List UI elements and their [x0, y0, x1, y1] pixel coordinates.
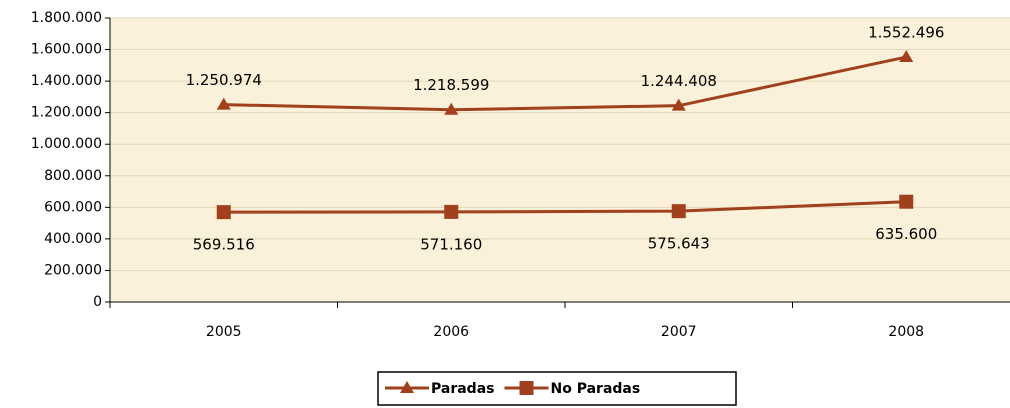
y-tick-label: 800.000 [44, 168, 102, 184]
y-tick-label: 0 [93, 294, 102, 310]
data-point [671, 204, 686, 219]
y-tick-label: 1.800.000 [31, 10, 102, 26]
y-tick-label: 400.000 [44, 231, 102, 247]
data-label: 571.160 [420, 235, 482, 253]
data-point [899, 50, 914, 63]
x-tick-label: 2005 [206, 324, 242, 340]
data-label: 1.244.408 [641, 72, 717, 90]
data-label: 1.552.496 [868, 24, 944, 42]
legend-marker [519, 381, 534, 395]
series-line [223, 200, 907, 214]
data-label: 569.516 [193, 236, 255, 254]
data-point [216, 205, 231, 220]
data-label: 1.250.974 [186, 71, 262, 89]
plot-area [110, 18, 1010, 302]
x-tick-label: 2006 [433, 324, 469, 340]
legend-label: Paradas [431, 381, 495, 397]
y-tick-label: 600.000 [44, 199, 102, 215]
series-line [223, 55, 907, 112]
legend-label: No Paradas [551, 381, 641, 397]
data-label: 1.218.599 [413, 76, 489, 94]
data-point [671, 98, 686, 111]
data-point [444, 204, 459, 219]
y-tick-label: 200.000 [44, 262, 102, 278]
y-tick-label: 1.200.000 [31, 105, 102, 121]
data-label: 635.600 [875, 225, 937, 243]
legend-marker [400, 381, 414, 393]
data-point [899, 194, 914, 209]
y-tick-label: 1.000.000 [31, 136, 102, 152]
y-tick-label: 1.400.000 [31, 73, 102, 89]
data-label: 575.643 [648, 235, 710, 253]
x-tick-label: 2007 [661, 324, 697, 340]
data-point [216, 97, 231, 110]
x-tick-label: 2008 [888, 324, 924, 340]
legend-box [377, 371, 737, 406]
data-point [444, 102, 459, 115]
y-tick-label: 1.600.000 [31, 42, 102, 58]
